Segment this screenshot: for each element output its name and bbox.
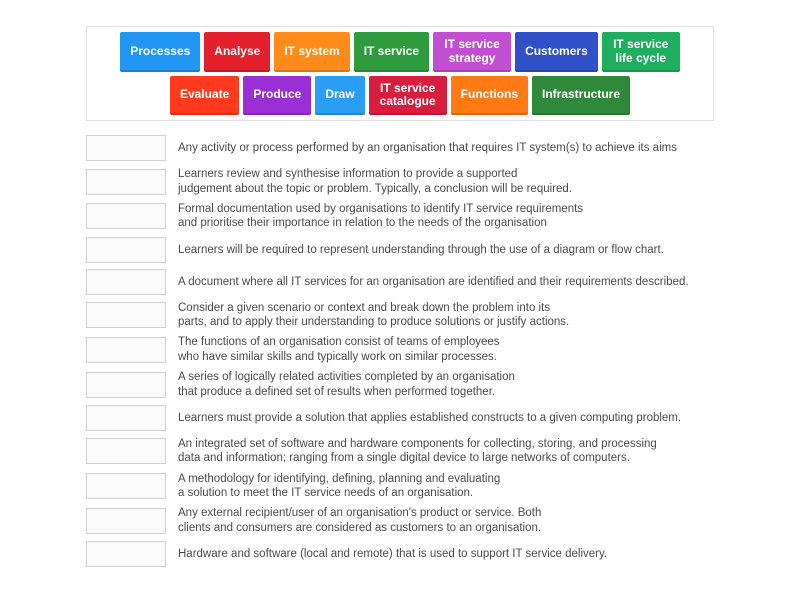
definition-row: Any external recipient/user of an organi… xyxy=(86,506,714,535)
definition-row: A methodology for identifying, defining,… xyxy=(86,472,714,501)
drop-slot[interactable] xyxy=(86,269,166,295)
term-bank: ProcessesAnalyseIT systemIT serviceIT se… xyxy=(86,26,714,121)
definition-text: The functions of an organisation consist… xyxy=(178,335,500,364)
term-tile[interactable]: IT service strategy xyxy=(433,32,511,72)
drop-slot[interactable] xyxy=(86,337,166,363)
term-row: EvaluateProduceDrawIT service catalogueF… xyxy=(95,76,705,116)
definition-text: A series of logically related activities… xyxy=(178,370,515,399)
definition-row: The functions of an organisation consist… xyxy=(86,335,714,364)
term-tile[interactable]: Evaluate xyxy=(170,76,239,116)
definition-row: Learners will be required to represent u… xyxy=(86,237,714,263)
definition-row: Formal documentation used by organisatio… xyxy=(86,202,714,231)
definition-row: An integrated set of software and hardwa… xyxy=(86,437,714,466)
definition-text: A methodology for identifying, defining,… xyxy=(178,472,500,501)
term-tile[interactable]: IT service life cycle xyxy=(602,32,680,72)
drop-slot[interactable] xyxy=(86,302,166,328)
term-row: ProcessesAnalyseIT systemIT serviceIT se… xyxy=(95,32,705,72)
drop-slot[interactable] xyxy=(86,237,166,263)
definition-text: Any activity or process performed by an … xyxy=(178,141,677,155)
definition-row: Hardware and software (local and remote)… xyxy=(86,541,714,567)
definition-text: Hardware and software (local and remote)… xyxy=(178,547,607,561)
term-tile[interactable]: Customers xyxy=(515,32,598,72)
term-tile[interactable]: Produce xyxy=(243,76,311,116)
term-tile[interactable]: IT system xyxy=(274,32,349,72)
definition-row: Learners review and synthesise informati… xyxy=(86,167,714,196)
drop-slot[interactable] xyxy=(86,541,166,567)
drop-slot[interactable] xyxy=(86,372,166,398)
definition-text: A document where all IT services for an … xyxy=(178,275,689,289)
definitions-list: Any activity or process performed by an … xyxy=(86,135,714,567)
term-tile[interactable]: Processes xyxy=(120,32,200,72)
term-tile[interactable]: IT service catalogue xyxy=(369,76,447,116)
drop-slot[interactable] xyxy=(86,203,166,229)
definition-text: An integrated set of software and hardwa… xyxy=(178,437,657,466)
definition-text: Consider a given scenario or context and… xyxy=(178,301,569,330)
definition-text: Learners will be required to represent u… xyxy=(178,243,664,257)
drop-slot[interactable] xyxy=(86,438,166,464)
term-tile[interactable]: IT service xyxy=(354,32,429,72)
drop-slot[interactable] xyxy=(86,473,166,499)
definition-row: A series of logically related activities… xyxy=(86,370,714,399)
term-tile[interactable]: Functions xyxy=(451,76,528,116)
definition-text: Any external recipient/user of an organi… xyxy=(178,506,541,535)
term-tile[interactable]: Analyse xyxy=(204,32,270,72)
drop-slot[interactable] xyxy=(86,508,166,534)
definition-row: A document where all IT services for an … xyxy=(86,269,714,295)
definition-text: Learners review and synthesise informati… xyxy=(178,167,572,196)
drop-slot[interactable] xyxy=(86,405,166,431)
definition-row: Consider a given scenario or context and… xyxy=(86,301,714,330)
term-tile[interactable]: Infrastructure xyxy=(532,76,630,116)
drop-slot[interactable] xyxy=(86,135,166,161)
definition-row: Learners must provide a solution that ap… xyxy=(86,405,714,431)
activity-container: ProcessesAnalyseIT systemIT serviceIT se… xyxy=(0,0,800,577)
definition-row: Any activity or process performed by an … xyxy=(86,135,714,161)
term-tile[interactable]: Draw xyxy=(315,76,364,116)
drop-slot[interactable] xyxy=(86,169,166,195)
definition-text: Formal documentation used by organisatio… xyxy=(178,202,583,231)
definition-text: Learners must provide a solution that ap… xyxy=(178,411,681,425)
